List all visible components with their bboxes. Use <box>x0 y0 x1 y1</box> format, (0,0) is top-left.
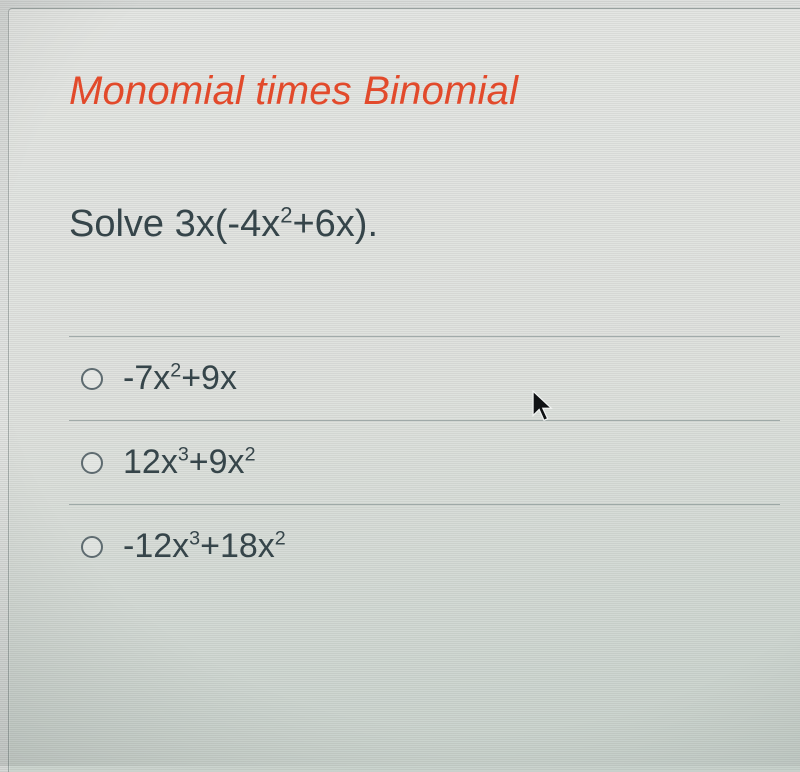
option-c[interactable]: -12x3+18x2 <box>69 505 780 588</box>
option-a[interactable]: -7x2+9x <box>69 337 780 421</box>
radio-icon[interactable] <box>81 368 103 390</box>
option-label: 12x3+9x2 <box>123 443 256 482</box>
radio-icon[interactable] <box>81 452 103 474</box>
question-card: Monomial times Binomial Solve 3x(-4x2+6x… <box>8 8 800 772</box>
option-label: -12x3+18x2 <box>123 527 286 566</box>
radio-icon[interactable] <box>81 536 103 558</box>
options-list: -7x2+9x 12x3+9x2 -12x3+18x2 <box>69 336 780 588</box>
option-label: -7x2+9x <box>123 359 237 398</box>
question-prefix: Solve <box>69 203 175 245</box>
option-b[interactable]: 12x3+9x2 <box>69 421 780 505</box>
question-text: Solve 3x(-4x2+6x). <box>69 203 780 246</box>
question-expression: 3x(-4x2+6x). <box>175 203 378 245</box>
section-title: Monomial times Binomial <box>69 69 780 113</box>
